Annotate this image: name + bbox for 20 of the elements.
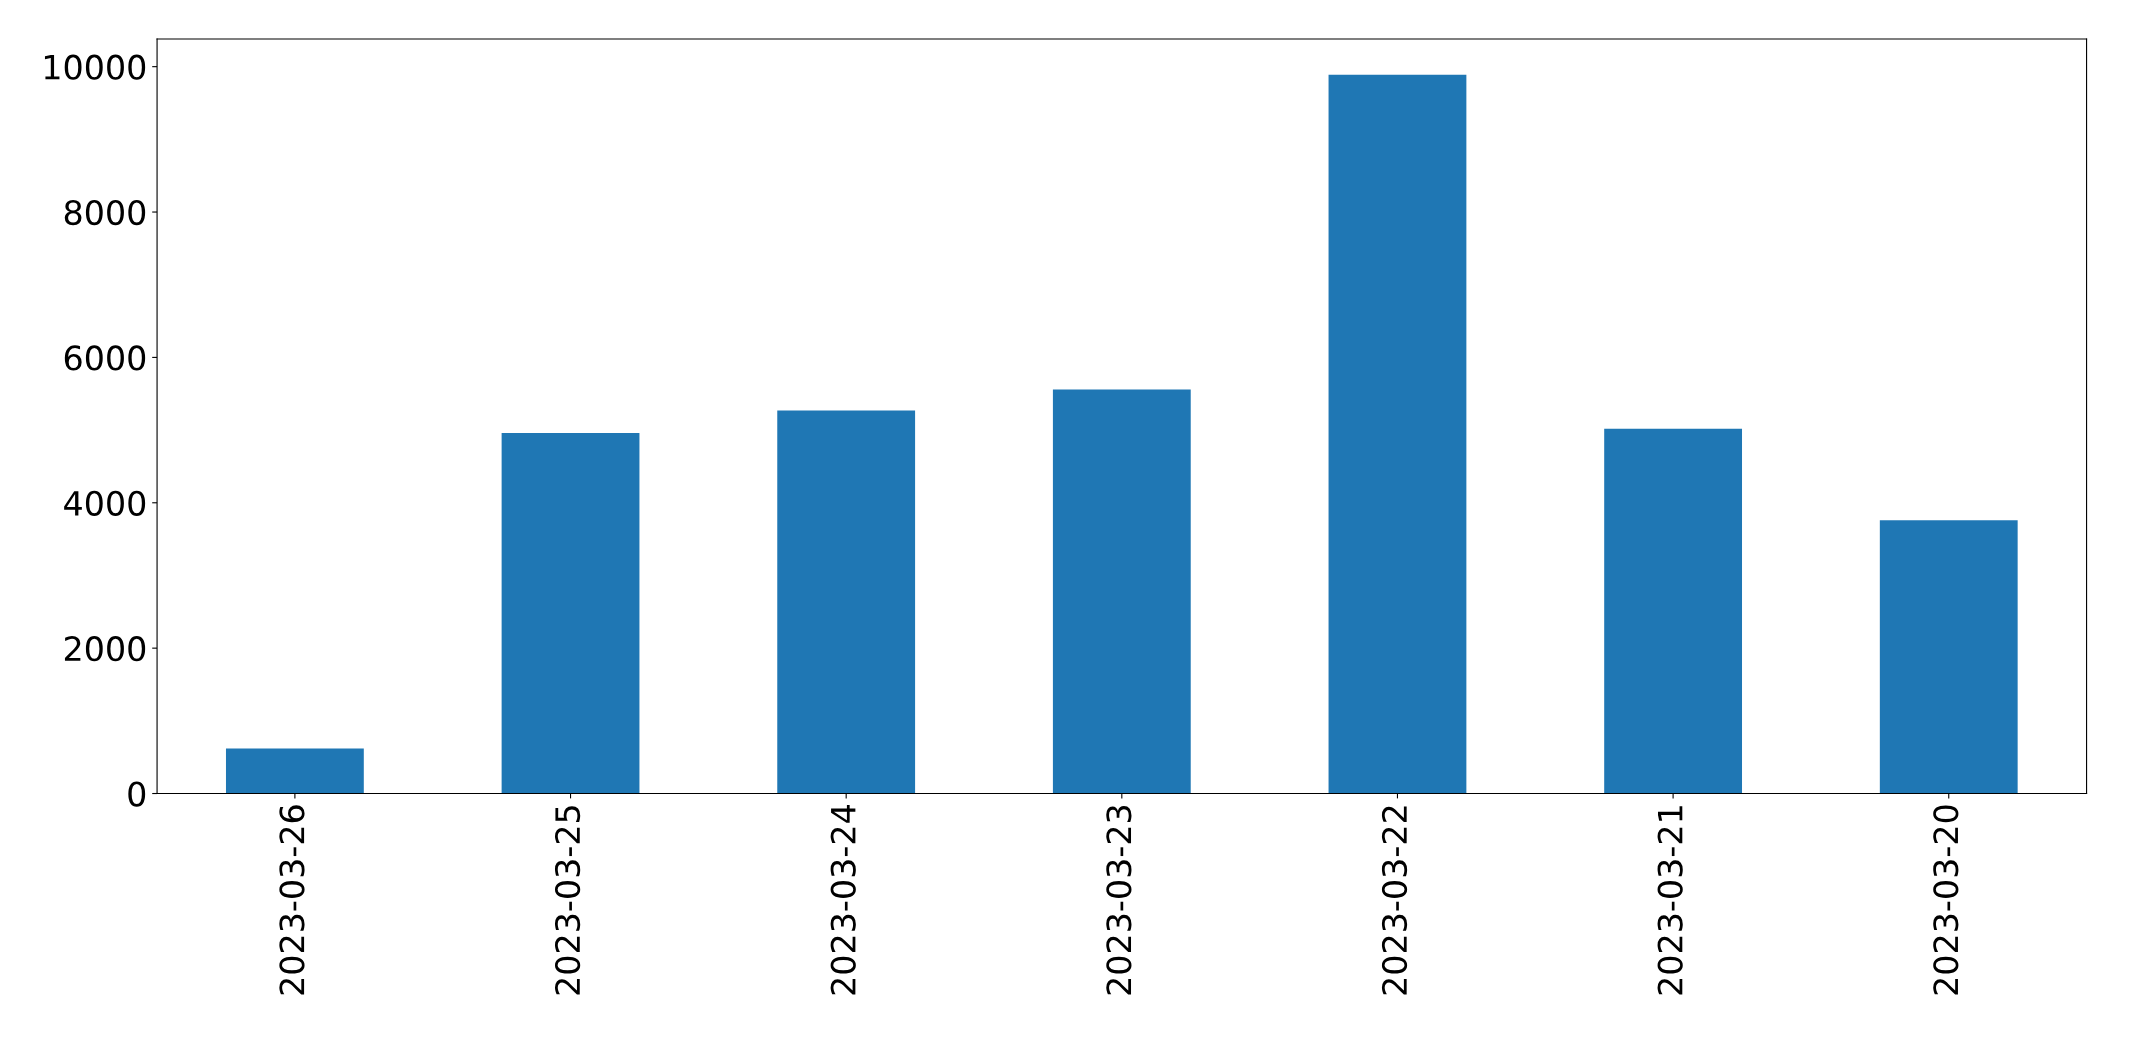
y-tick-label: 6000 [64,345,146,371]
x-tick-label: 2023-03-25 [554,806,581,995]
bar [1052,389,1191,794]
bar [777,410,916,794]
y-tick-label: 4000 [64,490,146,516]
bar [1328,74,1467,794]
y-tick-label: 10000 [44,54,146,80]
x-tick-label: 2023-03-22 [1381,806,1408,995]
y-tick-label: 2000 [64,636,146,662]
x-tick-label: 2023-03-23 [1106,805,1132,995]
bar [1604,428,1743,794]
x-tick-label: 2023-03-21 [1657,806,1683,995]
y-tick-label: 8000 [64,199,146,226]
y-tick-label: 0 [128,781,146,807]
bar [225,748,364,794]
x-tick-label: 2023-03-26 [279,805,305,995]
bar [1879,520,2018,794]
x-tick-label: 2023-03-20 [1933,805,1959,995]
bar [501,433,640,794]
x-tick-label: 2023-03-24 [830,805,856,995]
